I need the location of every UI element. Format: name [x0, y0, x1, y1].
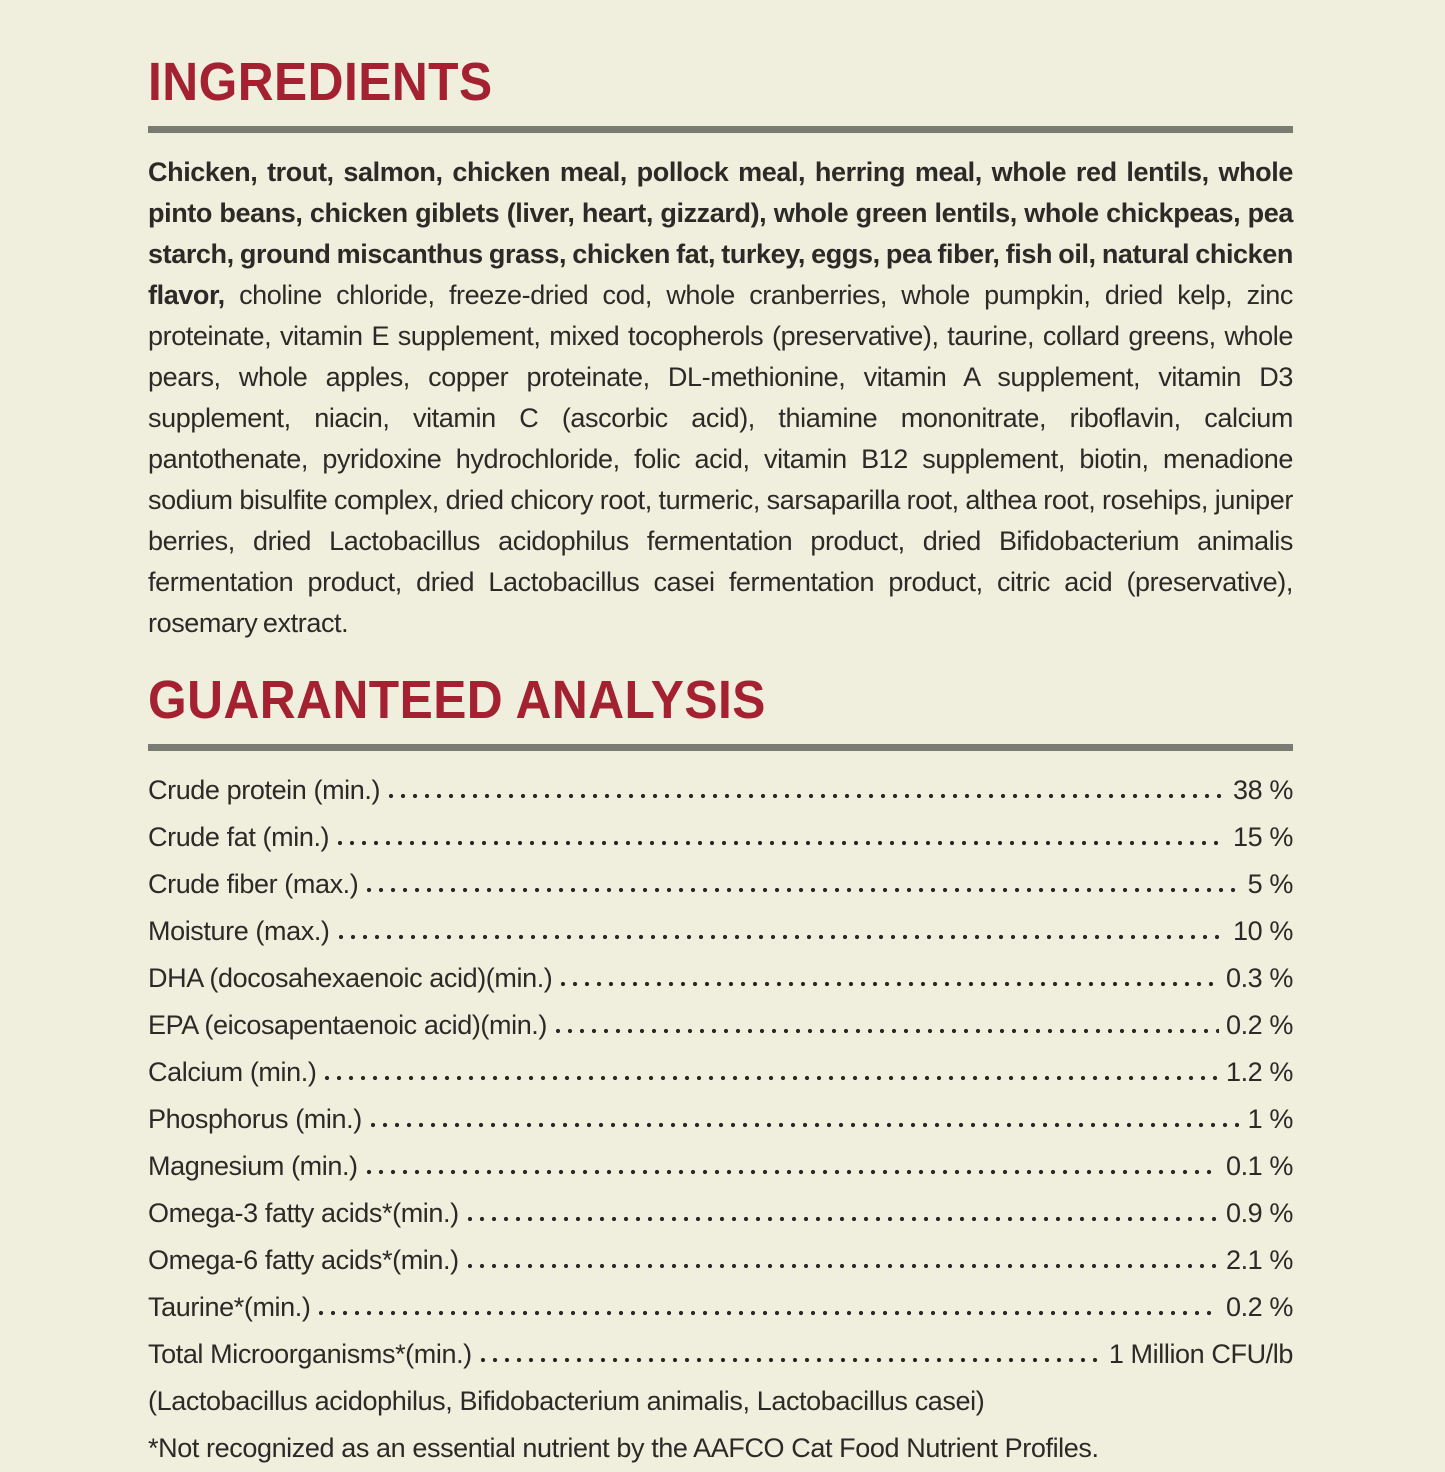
- ingredients-primary-list: Chicken, trout, salmon, chicken meal, po…: [148, 157, 1293, 310]
- guaranteed-analysis-title: GUARANTEED ANALYSIS: [148, 670, 766, 730]
- dot-leader: [467, 1216, 1219, 1222]
- ingredients-secondary-list: choline chloride, freeze-dried cod, whol…: [148, 280, 1293, 638]
- analysis-table: Crude protein (min.) 38 % Crude fat (min…: [148, 767, 1293, 1378]
- dot-leader: [366, 1169, 1219, 1175]
- analysis-microorganisms-note: (Lactobacillus acidophilus, Bifidobacter…: [148, 1386, 985, 1416]
- analysis-row-label: Calcium (min.): [148, 1057, 317, 1087]
- analysis-row: Moisture (max.) 10 %: [148, 908, 1293, 955]
- analysis-row: Crude fat (min.) 15 %: [148, 814, 1293, 861]
- analysis-row-value: 5 %: [1247, 869, 1294, 899]
- analysis-row: Taurine*(min.) 0.2 %: [148, 1284, 1293, 1331]
- analysis-row: Magnesium (min.) 0.1 %: [148, 1143, 1293, 1190]
- analysis-row: Omega-3 fatty acids*(min.) 0.9 %: [148, 1190, 1293, 1237]
- analysis-row-label: Moisture (max.): [148, 916, 330, 946]
- dot-leader: [556, 1028, 1219, 1034]
- analysis-row-value: 38 %: [1233, 775, 1293, 805]
- analysis-row-value: 0.3 %: [1225, 963, 1293, 993]
- analysis-row-value: 1 %: [1247, 1104, 1294, 1134]
- analysis-row-label: Magnesium (min.): [148, 1151, 358, 1181]
- analysis-row: Phosphorus (min.) 1 %: [148, 1096, 1293, 1143]
- dot-leader: [338, 840, 1227, 846]
- analysis-row-value: 1.2 %: [1225, 1057, 1293, 1087]
- analysis-aafco-note: *Not recognized as an essential nutrient…: [148, 1433, 1099, 1463]
- analysis-row-value: 2.1 %: [1225, 1245, 1293, 1275]
- analysis-row: Crude protein (min.) 38 %: [148, 767, 1293, 814]
- analysis-row-value: 15 %: [1233, 822, 1293, 852]
- analysis-row-value: 0.2 %: [1225, 1292, 1293, 1322]
- dot-leader: [467, 1263, 1219, 1269]
- guaranteed-analysis-divider: [148, 744, 1293, 751]
- analysis-row-value: 1 Million CFU/lb: [1108, 1339, 1294, 1369]
- dot-leader: [389, 793, 1227, 799]
- analysis-row-label: Omega-3 fatty acids*(min.): [148, 1198, 459, 1228]
- dot-leader: [367, 887, 1241, 893]
- analysis-row: Total Microorganisms*(min.) 1 Million CF…: [148, 1331, 1293, 1378]
- analysis-row: Crude fiber (max.) 5 %: [148, 861, 1293, 908]
- analysis-row-label: Crude fiber (max.): [148, 869, 359, 899]
- ingredients-paragraph: Chicken, trout, salmon, chicken meal, po…: [148, 152, 1293, 644]
- analysis-row: DHA (docosahexaenoic acid)(min.) 0.3 %: [148, 955, 1293, 1002]
- dot-leader: [319, 1310, 1219, 1316]
- dot-leader: [338, 934, 1227, 940]
- ingredients-title: INGREDIENTS: [148, 52, 493, 112]
- analysis-row-label: Phosphorus (min.): [148, 1104, 362, 1134]
- analysis-row-label: Crude protein (min.): [148, 775, 381, 805]
- dot-leader: [480, 1357, 1102, 1363]
- analysis-row-label: Total Microorganisms*(min.): [148, 1339, 472, 1369]
- analysis-row-value: 0.1 %: [1225, 1151, 1293, 1181]
- analysis-row-label: Omega-6 fatty acids*(min.): [148, 1245, 459, 1275]
- analysis-row: Omega-6 fatty acids*(min.) 2.1 %: [148, 1237, 1293, 1284]
- analysis-row-value: 10 %: [1233, 916, 1293, 946]
- ingredients-divider: [148, 126, 1293, 133]
- dot-leader: [325, 1075, 1219, 1081]
- analysis-row-value: 0.2 %: [1225, 1010, 1293, 1040]
- analysis-row: Calcium (min.) 1.2 %: [148, 1049, 1293, 1096]
- analysis-row-label: Crude fat (min.): [148, 822, 330, 852]
- dot-leader: [561, 981, 1219, 987]
- analysis-row-label: EPA (eicosapentaenoic acid)(min.): [148, 1010, 547, 1040]
- analysis-row-label: Taurine*(min.): [148, 1292, 311, 1322]
- dot-leader: [370, 1122, 1241, 1128]
- analysis-row-label: DHA (docosahexaenoic acid)(min.): [148, 963, 553, 993]
- analysis-row: EPA (eicosapentaenoic acid)(min.) 0.2 %: [148, 1002, 1293, 1049]
- analysis-row-value: 0.9 %: [1225, 1198, 1293, 1228]
